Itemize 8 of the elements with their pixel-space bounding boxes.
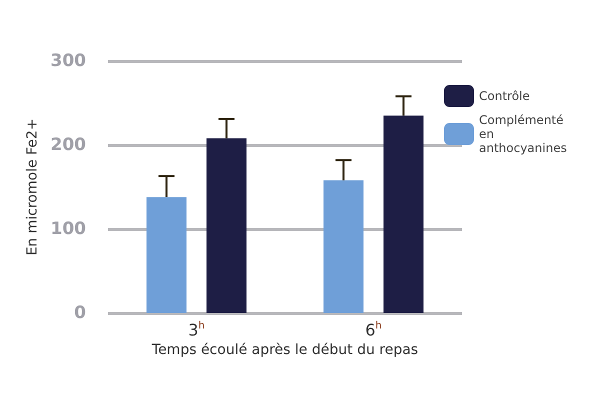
legend-label: Complémenté en anthocyanines xyxy=(479,113,568,155)
y-tick-label: 300 xyxy=(50,51,86,71)
y-tick-label: 200 xyxy=(50,135,86,155)
legend-label: Contrôle xyxy=(479,89,530,103)
y-axis-title: En micromole Fe2+ xyxy=(24,118,41,256)
y-tick-label: 100 xyxy=(50,219,86,239)
x-axis-title: Temps écoulé après le début du repas xyxy=(150,342,418,358)
y-tick-label: 0 xyxy=(74,303,86,323)
